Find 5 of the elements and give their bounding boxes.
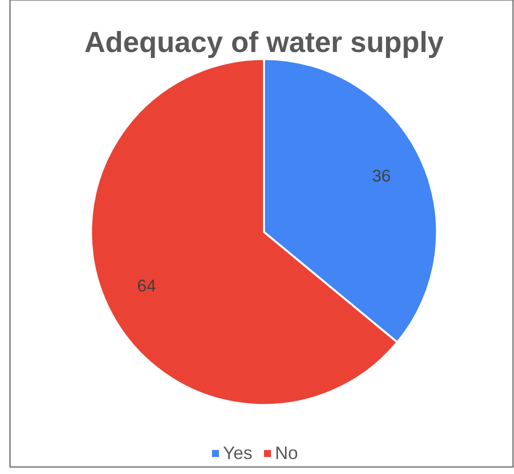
legend-label: No xyxy=(275,442,298,463)
chart-title: Adequacy of water supply xyxy=(84,27,444,59)
data-label: 36 xyxy=(372,166,391,186)
legend-label: Yes xyxy=(223,442,252,463)
data-label: 64 xyxy=(137,276,156,296)
